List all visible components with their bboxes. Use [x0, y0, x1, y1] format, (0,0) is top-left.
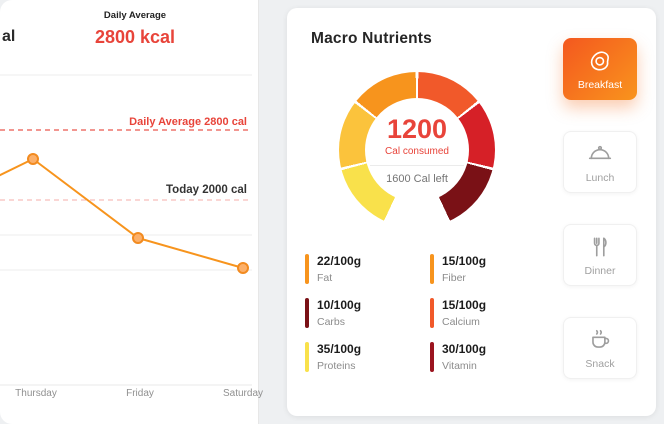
calorie-gauge: 1200 Cal consumed 1600 Cal left: [339, 72, 495, 228]
cloche-icon: [587, 141, 613, 167]
nutrient-name: Calcium: [442, 316, 480, 328]
calorie-trend-panel: al Daily Average 2800 kcal Daily Average…: [0, 0, 263, 424]
gauge-center: 1200 Cal consumed 1600 Cal left: [365, 98, 469, 202]
nutrient-color-bar: [305, 342, 309, 372]
meal-button-breakfast[interactable]: Breakfast: [563, 38, 637, 100]
calories-consumed-value: 1200: [386, 113, 448, 144]
nutrient-item-proteins: 35/100g Proteins: [305, 342, 430, 372]
meal-label: Dinner: [584, 264, 616, 277]
x-axis-label-thursday: Thursday: [15, 388, 57, 399]
nutrient-item-vitamin: 30/100g Vitamin: [430, 342, 555, 372]
nutrient-name: Carbs: [317, 316, 346, 328]
nutrient-value: 10/100g: [317, 298, 362, 312]
truncated-panel-title: al: [2, 28, 16, 45]
today-line-label: Today 2000 cal: [166, 184, 247, 196]
nutrients-legend: 22/100g Fat 15/100g Fiber 10/100g Carbs: [305, 254, 555, 372]
daily-average-label: Daily Average: [103, 10, 167, 21]
nutrient-name: Proteins: [317, 360, 356, 372]
meal-button-snack[interactable]: Snack: [563, 317, 637, 379]
nutrient-item-fiber: 15/100g Fiber: [430, 254, 555, 284]
teacup-icon: [587, 327, 613, 353]
nutrient-color-bar: [430, 298, 434, 328]
nutrient-value: 35/100g: [317, 342, 362, 356]
nutrient-name: Fiber: [442, 272, 466, 284]
nutrient-value: 22/100g: [317, 254, 362, 268]
nutrient-item-fat: 22/100g Fat: [305, 254, 430, 284]
meal-button-dinner[interactable]: Dinner: [563, 224, 637, 286]
meal-label: Lunch: [585, 171, 615, 184]
macro-nutrients-title: Macro Nutrients: [311, 30, 432, 47]
calories-consumed-label: Cal consumed: [385, 145, 449, 157]
daily-average-header: Daily Average 2800 kcal: [30, 10, 240, 48]
nutrient-color-bar: [305, 254, 309, 284]
nutrient-color-bar: [430, 254, 434, 284]
meal-label: Snack: [585, 357, 615, 370]
x-axis-label-saturday: Saturday: [222, 388, 264, 399]
nutrient-item-carbs: 10/100g Carbs: [305, 298, 430, 328]
nutrient-value: 15/100g: [442, 254, 487, 268]
meal-selector: Breakfast Lunch: [563, 38, 637, 379]
calories-left-label: 1600 Cal left: [386, 172, 448, 185]
calorie-line-chart: [0, 74, 252, 386]
nutrient-name: Vitamin: [442, 360, 477, 372]
gauge-divider: [370, 164, 464, 166]
fried-egg-icon: [587, 48, 613, 74]
daily-average-line-label: Daily Average 2800 cal: [129, 116, 247, 128]
gauge-ring: [339, 72, 495, 228]
nutrient-value: 15/100g: [442, 298, 487, 312]
meal-label: Breakfast: [577, 78, 623, 91]
cutlery-icon: [587, 234, 613, 260]
nutrient-value: 30/100g: [442, 342, 487, 356]
meal-button-lunch[interactable]: Lunch: [563, 131, 637, 193]
x-axis-label-friday: Friday: [126, 388, 154, 399]
nutrient-name: Fat: [317, 272, 333, 284]
nutrient-color-bar: [430, 342, 434, 372]
daily-average-value: 2800 kcal: [94, 27, 176, 47]
macro-nutrients-card: Macro Nutrients 1200 Cal consumed 1600 C…: [287, 8, 656, 416]
nutrient-color-bar: [305, 298, 309, 328]
nutrient-item-calcium: 15/100g Calcium: [430, 298, 555, 328]
